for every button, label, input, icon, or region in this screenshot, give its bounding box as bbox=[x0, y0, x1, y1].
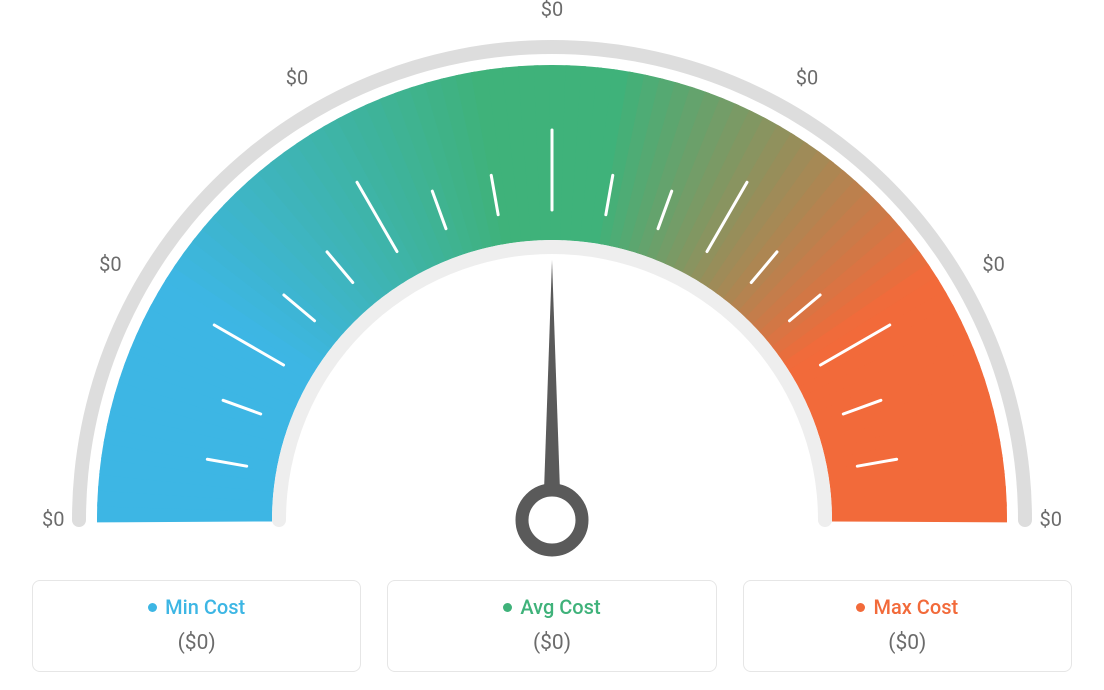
cost-gauge-chart: $0$0$0$0$0$0$0 Min Cost($0)Avg Cost($0)M… bbox=[0, 0, 1104, 690]
gauge-svg: $0 $0 $0 $0 $0 $0 $0 bbox=[0, 0, 1104, 560]
legend-dot-icon bbox=[503, 603, 512, 612]
legend-value: ($0) bbox=[398, 631, 705, 655]
gauge-tick-label: $0 bbox=[541, 0, 563, 21]
legend-title: Avg Cost bbox=[503, 595, 600, 619]
gauge-tick-label: $0 bbox=[982, 252, 1004, 276]
gauge-needle bbox=[543, 260, 561, 520]
legend-label: Min Cost bbox=[165, 595, 245, 619]
legend-dot-icon bbox=[856, 603, 865, 612]
legend-row: Min Cost ($0) Avg Cost ($0) Max Cost ($0) bbox=[32, 580, 1072, 672]
gauge-hub bbox=[522, 490, 582, 550]
legend-card-max: Max Cost ($0) bbox=[743, 580, 1072, 672]
legend-dot-icon bbox=[148, 603, 157, 612]
legend-title: Min Cost bbox=[148, 595, 245, 619]
gauge-tick-label: $0 bbox=[286, 65, 308, 89]
gauge-tick-label: $0 bbox=[796, 65, 818, 89]
gauge-tick-label: $0 bbox=[42, 507, 64, 531]
legend-title: Max Cost bbox=[856, 595, 958, 619]
legend-label: Avg Cost bbox=[520, 595, 600, 619]
gauge-tick-label: $0 bbox=[99, 252, 121, 276]
legend-label: Max Cost bbox=[873, 595, 958, 619]
legend-card-min: Min Cost ($0) bbox=[32, 580, 361, 672]
gauge-area: $0 $0 $0 $0 $0 $0 $0 bbox=[0, 0, 1104, 560]
legend-value: ($0) bbox=[43, 631, 350, 655]
legend-value: ($0) bbox=[754, 631, 1061, 655]
legend-card-avg: Avg Cost ($0) bbox=[387, 580, 716, 672]
gauge-tick-label: $0 bbox=[1040, 507, 1062, 531]
